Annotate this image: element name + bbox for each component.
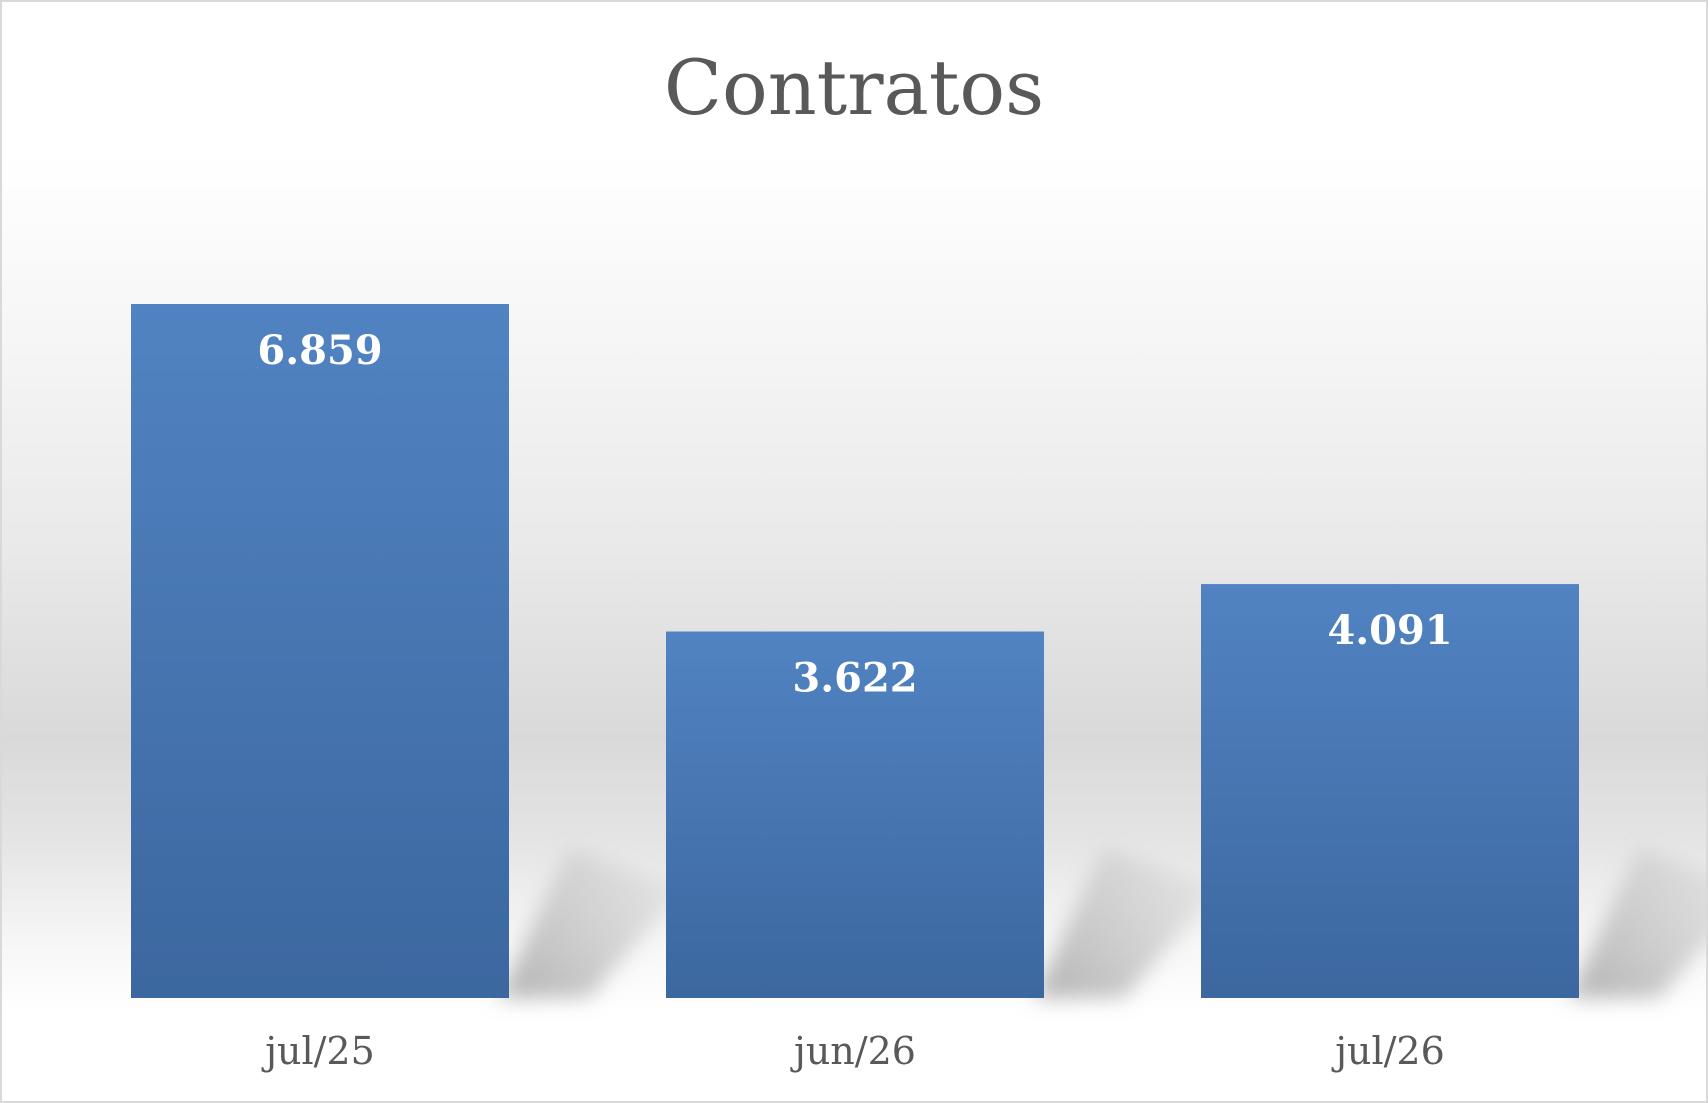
data-label: 3.622 [792,655,917,702]
data-labels: 6.859 3.622 4.091 [257,327,1452,702]
bar-jun-26 [666,631,1044,998]
bar-jul-26 [1201,584,1579,998]
x-tick-label: jul/26 [1331,1029,1445,1073]
bar-shadow [1034,848,1219,998]
bar-jul-25 [131,304,509,998]
data-label: 6.859 [257,327,382,374]
data-label: 4.091 [1327,607,1452,654]
chart-title: Contratos [664,43,1044,132]
x-tick-label: jun/26 [790,1029,916,1073]
bar-shadow [1569,848,1706,998]
bar-shadow [499,848,684,998]
category-axis: jul/25 jun/26 jul/26 [261,1029,1445,1073]
x-tick-label: jul/25 [261,1029,375,1073]
bar-shadows [499,848,1706,998]
bars [131,304,1579,998]
